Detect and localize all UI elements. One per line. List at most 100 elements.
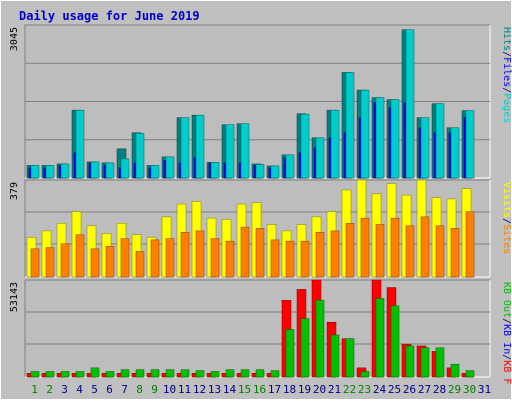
- x-tick-label: 2: [46, 383, 53, 396]
- bar-sites: [180, 231, 190, 278]
- bar-sites: [165, 238, 175, 278]
- bar-sites: [330, 230, 340, 278]
- bar-kb-out: [465, 370, 475, 378]
- bar-kb-out: [435, 347, 445, 378]
- bar-kb-out: [270, 370, 280, 378]
- bar-sites: [210, 238, 220, 278]
- legend-visits-sites: Visits/Sites: [501, 182, 512, 254]
- x-tick-label: 31: [478, 383, 491, 396]
- bar-sites: [135, 251, 145, 278]
- x-tick-label: 18: [283, 383, 296, 396]
- bar-sites: [435, 225, 445, 278]
- x-tick-label: 10: [163, 383, 176, 396]
- legend-item: KB In: [501, 324, 512, 354]
- bar-sites: [120, 238, 130, 278]
- bar-pages: [240, 123, 250, 179]
- x-tick-label: 30: [463, 383, 476, 396]
- bar-pages: [75, 109, 85, 179]
- x-tick-label: 28: [433, 383, 446, 396]
- bar-pages: [315, 137, 325, 179]
- bar-sites: [390, 217, 400, 278]
- bar-kb-out: [45, 371, 55, 378]
- bar-kb-out: [315, 300, 325, 378]
- bar-kb-out: [240, 369, 250, 378]
- bar-pages: [360, 89, 370, 179]
- x-tick-label: 3: [61, 383, 68, 396]
- bar-sites: [405, 225, 415, 278]
- bar-pages: [150, 165, 160, 179]
- x-tick-label: 17: [268, 383, 281, 396]
- x-tick-label: 4: [76, 383, 83, 396]
- bar-sites: [420, 216, 430, 278]
- bar-kb-out: [30, 371, 40, 378]
- x-tick-label: 22: [343, 383, 356, 396]
- bar-sites: [450, 228, 460, 278]
- bar-sites: [60, 243, 70, 278]
- x-tick-label: 20: [313, 383, 326, 396]
- bar-pages: [255, 164, 265, 179]
- bar-pages: [195, 114, 205, 179]
- bar-kb-out: [255, 369, 265, 378]
- bar-sites: [315, 231, 325, 278]
- bar-pages: [435, 103, 445, 179]
- bar-pages: [270, 165, 280, 179]
- x-tick-label: 8: [136, 383, 143, 396]
- bar-sites: [195, 230, 205, 278]
- bar-pages: [60, 163, 70, 179]
- bar-sites: [30, 248, 40, 278]
- x-tick-label: 29: [448, 383, 461, 396]
- x-tick-label: 15: [238, 383, 251, 396]
- bar-kb-out: [60, 371, 70, 378]
- bar-kb-out: [360, 371, 370, 378]
- bar-pages: [450, 127, 460, 179]
- x-tick-label: 26: [403, 383, 416, 396]
- bar-pages: [465, 110, 475, 179]
- bar-kb-out: [375, 298, 385, 378]
- bar-sites: [300, 240, 310, 278]
- bar-pages: [285, 154, 295, 179]
- bar-pages: [390, 99, 400, 179]
- bar-kb-out: [150, 369, 160, 378]
- x-tick-label: 7: [121, 383, 128, 396]
- bar-sites: [45, 247, 55, 278]
- x-tick-label: 27: [418, 383, 431, 396]
- legend-item: Pages: [501, 93, 512, 123]
- bar-pages: [165, 156, 175, 179]
- x-tick-label: 16: [253, 383, 266, 396]
- x-tick-label: 13: [208, 383, 221, 396]
- bar-kb-out: [105, 371, 115, 378]
- bar-pages: [210, 162, 220, 179]
- bar-kb-out: [420, 347, 430, 378]
- legend-item: /: [501, 218, 512, 224]
- bar-sites: [75, 234, 85, 278]
- bar-kb-out: [390, 305, 400, 378]
- bar-kb-out: [135, 369, 145, 378]
- legend-kbin-kbout: KB Out/KB In/KB F: [501, 282, 512, 384]
- legend-item: Sites: [501, 224, 512, 254]
- bar-pages: [90, 161, 100, 179]
- x-tick-label: 23: [358, 383, 371, 396]
- legend-item: Hits: [501, 27, 512, 51]
- bar-pages: [345, 72, 355, 179]
- bar-kb-out: [330, 334, 340, 378]
- bar-pages: [45, 165, 55, 179]
- legend-item: /: [501, 318, 512, 324]
- bar-sites: [270, 239, 280, 278]
- x-tick-label: 12: [193, 383, 206, 396]
- bar-kb-out: [405, 345, 415, 378]
- y-max-label: 53143: [9, 282, 20, 312]
- bar-pages: [105, 162, 115, 179]
- bar-kb-out: [195, 370, 205, 378]
- x-tick-label: 9: [151, 383, 158, 396]
- x-tick-label: 25: [388, 383, 401, 396]
- bar-pages: [405, 29, 415, 179]
- bar-pages: [300, 113, 310, 179]
- bar-sites: [150, 239, 160, 278]
- bar-pages: [420, 117, 430, 179]
- x-tick-label: 1: [31, 383, 38, 396]
- bar-kb-out: [165, 369, 175, 378]
- bar-kb-out: [90, 367, 100, 378]
- bar-sites: [225, 240, 235, 278]
- x-tick-label: 5: [91, 383, 98, 396]
